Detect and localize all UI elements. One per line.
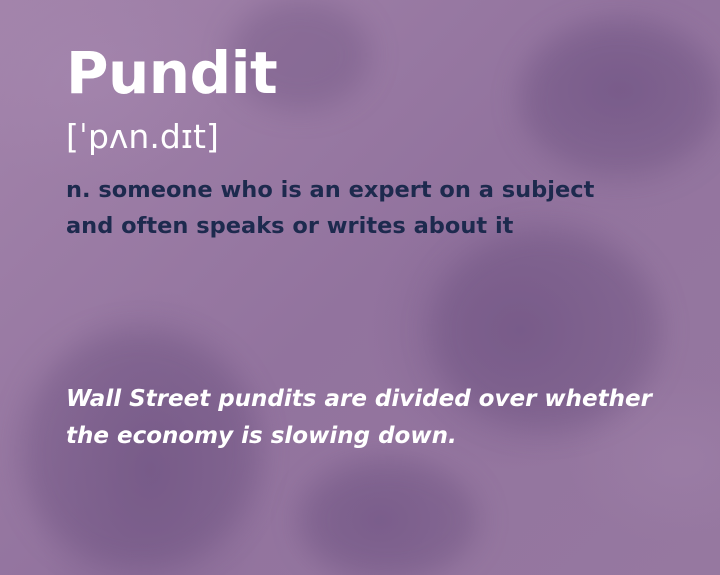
leaf-shadow [230,0,370,110]
entry-word: Pundit [66,39,278,107]
entry-example-sentence: Wall Street pundits are divided over whe… [66,386,652,449]
leaf-shadow [520,20,720,180]
entry-pronunciation: [ˈpʌn.dɪt] [66,117,219,156]
leaf-shadow [300,460,480,575]
leaf-shadow [20,330,260,570]
entry-definition: n. someone who is an expert on a subject… [66,177,595,239]
dictionary-entry: Pundit [ˈpʌn.dɪt] n. someone who is an e… [66,44,686,244]
leaf-shadow [430,230,660,430]
